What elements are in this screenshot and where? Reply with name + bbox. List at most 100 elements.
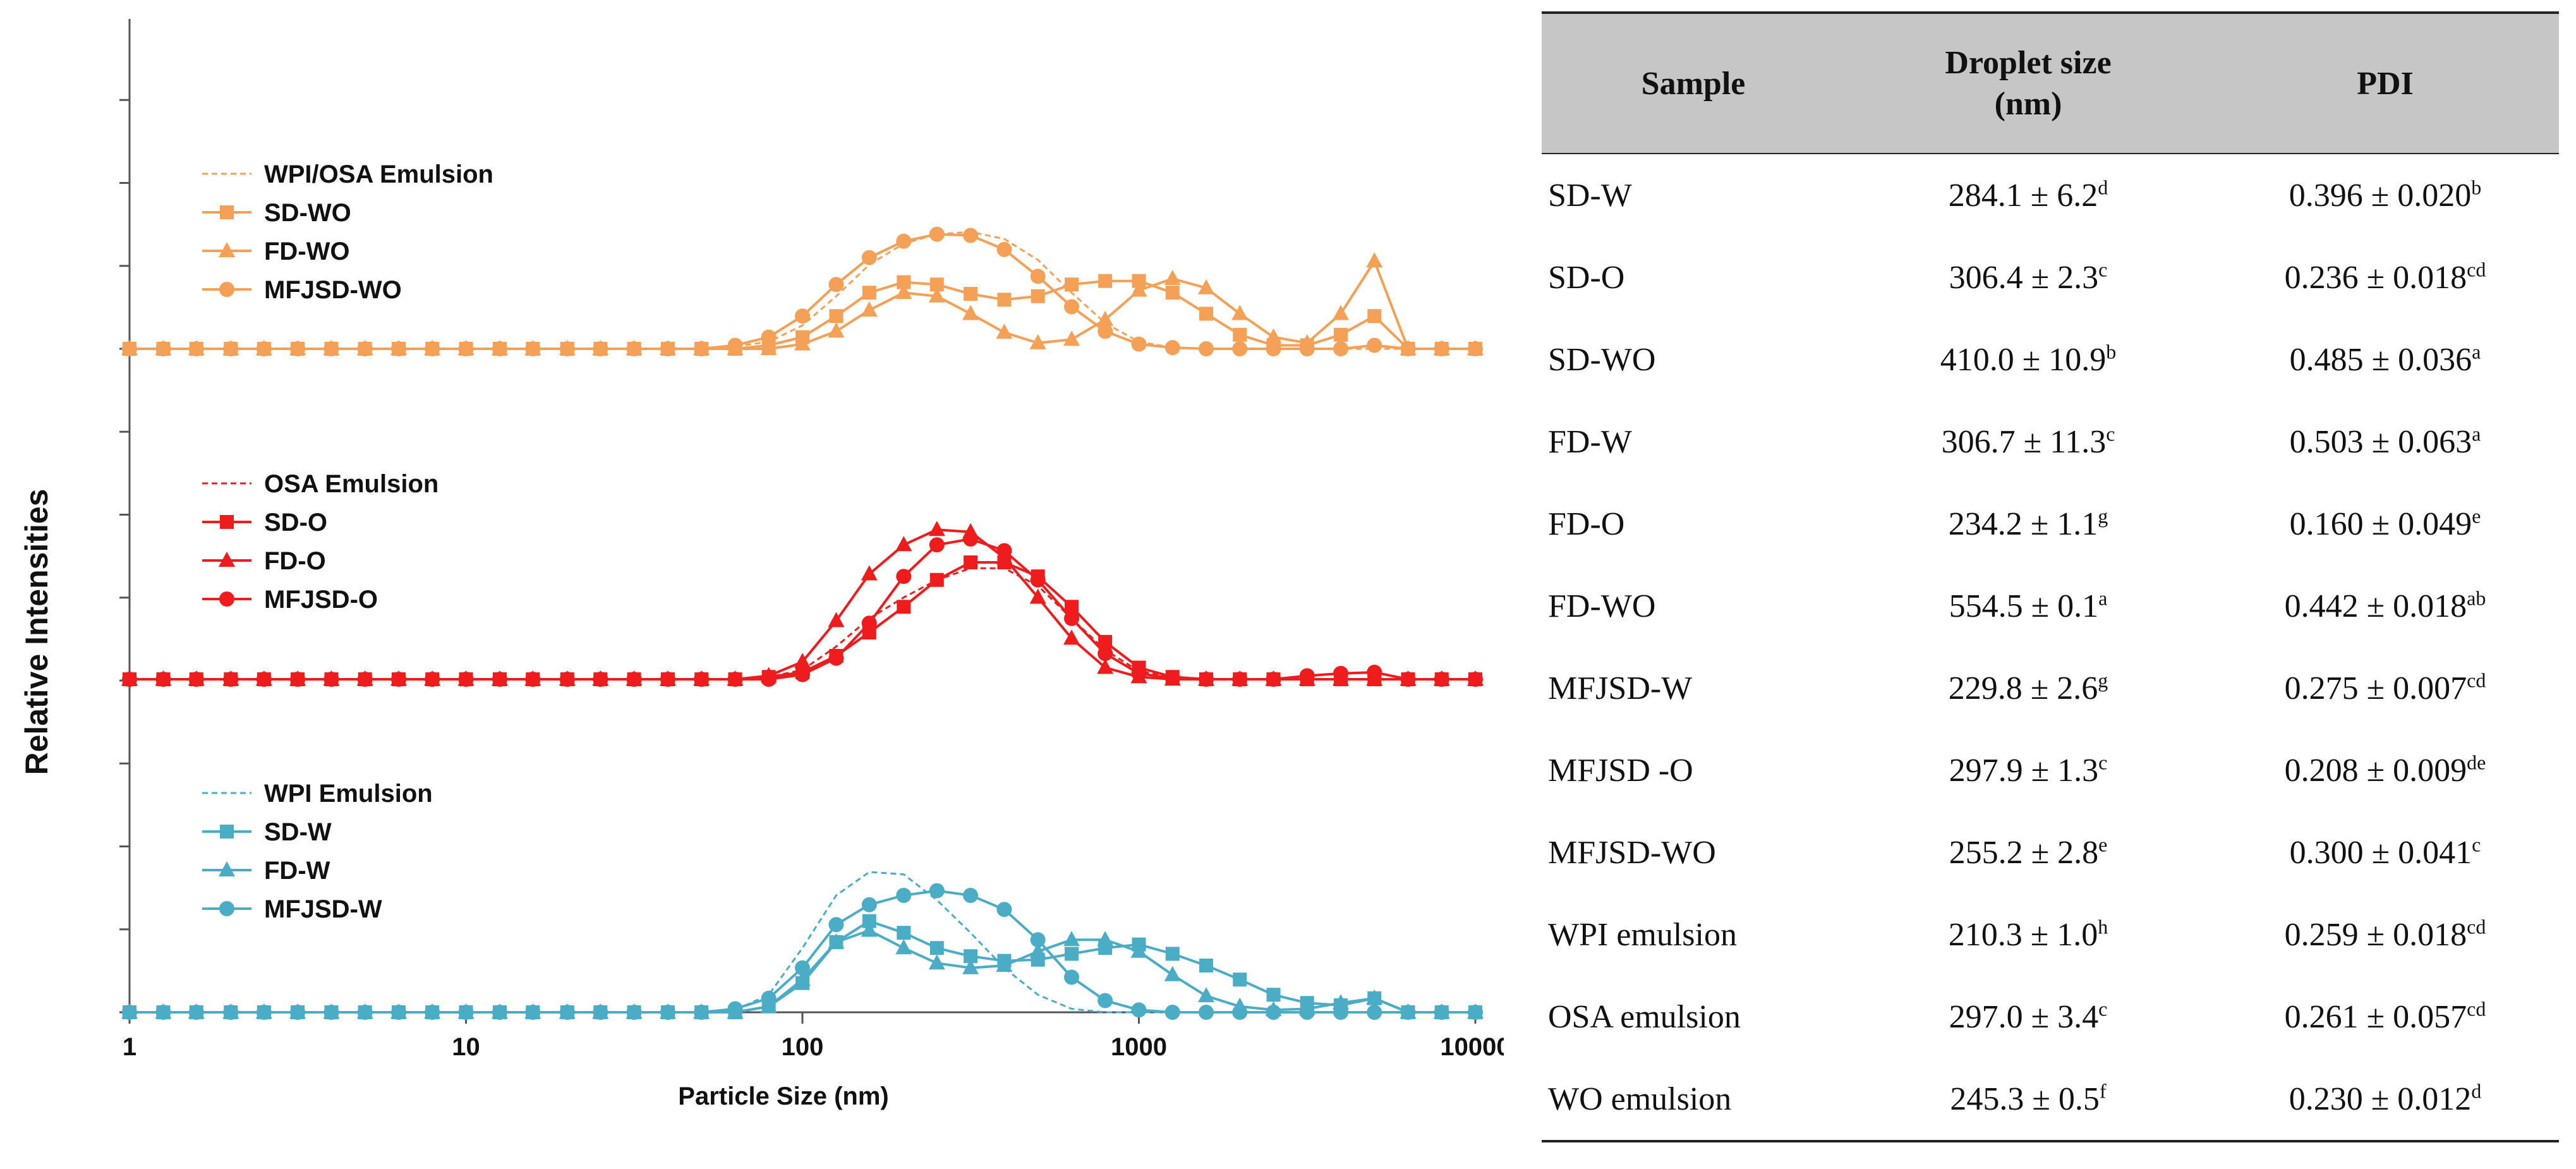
- legend-label: OSA Emulsion: [264, 470, 438, 498]
- triangle-marker: [1332, 994, 1349, 1010]
- legend-label: SD-O: [264, 509, 327, 536]
- cell-pdi-significance: ab: [2467, 586, 2486, 610]
- square-marker: [1031, 289, 1045, 303]
- circle-marker: [1299, 668, 1315, 684]
- table-body: SD-W 284.1 ± 6.2d 0.396 ± 0.020b SD-O 306.4 …: [1542, 154, 2559, 1141]
- circle-marker: [1098, 646, 1113, 662]
- circle-marker: [223, 672, 239, 687]
- triangle-marker: [861, 565, 878, 581]
- circle-marker: [458, 1005, 474, 1020]
- circle-marker: [155, 1005, 171, 1020]
- square-marker: [1266, 988, 1281, 1002]
- cell-pdi-significance: e: [2472, 504, 2481, 528]
- circle-marker: [1299, 1005, 1315, 1020]
- triangle-marker: [1097, 658, 1114, 674]
- cell-pdi-significance: de: [2467, 751, 2486, 774]
- triangle-marker: [895, 536, 912, 552]
- triangle-marker: [1198, 987, 1215, 1003]
- cell-pdi-significance: c: [2472, 833, 2481, 856]
- circle-marker: [1434, 341, 1449, 356]
- triangle-marker: [760, 340, 777, 355]
- triangle-marker: [962, 305, 979, 320]
- cell-pdi-significance: a: [2472, 422, 2481, 445]
- circle-marker: [1030, 572, 1046, 588]
- circle-marker: [1400, 1005, 1416, 1020]
- circle-marker: [1164, 670, 1180, 686]
- circle-marker: [929, 226, 945, 242]
- circle-marker: [391, 1005, 407, 1020]
- header-droplet-size-line2: (nm): [1994, 86, 2062, 122]
- circle-marker: [1131, 336, 1147, 352]
- cell-droplet-size-value: 229.8 ± 2.6: [1948, 670, 2098, 706]
- circle-marker: [694, 341, 710, 356]
- cell-droplet-size: 245.3 ± 0.5f: [1845, 1058, 2211, 1141]
- cell-droplet-size: 229.8 ± 2.6g: [1845, 647, 2211, 729]
- circle-marker: [626, 1005, 642, 1020]
- cell-sample: WO emulsion: [1542, 1058, 1845, 1141]
- cell-droplet-size: 210.3 ± 1.0h: [1845, 893, 2211, 976]
- circle-marker: [1064, 969, 1080, 985]
- table-row: MFJSD-WO 255.2 ± 2.8e 0.300 ± 0.041c: [1542, 811, 2559, 893]
- circle-marker: [761, 672, 777, 687]
- square-marker: [220, 515, 234, 529]
- x-axis-label: Particle Size (nm): [678, 1082, 888, 1110]
- header-pdi: PDI: [2357, 65, 2414, 102]
- cell-droplet-size-significance: d: [2098, 176, 2108, 199]
- cell-droplet-size-value: 284.1 ± 6.2: [1948, 177, 2098, 214]
- cell-droplet-size-value: 255.2 ± 2.8: [1949, 834, 2099, 871]
- circle-marker: [593, 1005, 608, 1020]
- cell-droplet-size-value: 306.7 ± 11.3: [1941, 423, 2107, 460]
- table-header-row: Sample Droplet size (nm) PDI: [1542, 13, 2559, 154]
- square-marker: [1065, 277, 1079, 292]
- circle-marker: [155, 341, 171, 356]
- triangle-marker: [828, 322, 845, 338]
- circle-marker: [761, 329, 777, 345]
- cell-droplet-size-significance: g: [2098, 504, 2108, 528]
- cell-pdi: 0.442 ± 0.018ab: [2211, 565, 2559, 647]
- cell-sample: FD-WO: [1542, 565, 1845, 647]
- circle-marker: [1400, 672, 1416, 687]
- triangle-marker: [219, 861, 235, 876]
- circle-marker: [256, 1005, 272, 1020]
- circle-marker: [660, 1005, 675, 1020]
- circle-marker: [492, 1005, 507, 1020]
- table-row: SD-O 306.4 ± 2.3c 0.236 ± 0.018cd: [1542, 236, 2559, 318]
- circle-marker: [1333, 1005, 1348, 1020]
- circle-marker: [458, 672, 474, 687]
- triangle-marker: [895, 939, 912, 955]
- triangle-marker: [1231, 305, 1249, 320]
- circle-marker: [593, 672, 608, 687]
- cell-sample-value: FD-WO: [1548, 588, 1656, 624]
- circle-marker: [795, 308, 810, 324]
- circle-marker: [391, 341, 407, 356]
- cell-pdi: 0.160 ± 0.049e: [2211, 483, 2559, 565]
- droplet-size-table: Sample Droplet size (nm) PDI SD-W 284.1 ±…: [1542, 11, 2559, 1142]
- circle-marker: [219, 282, 234, 297]
- triangle-marker: [996, 957, 1013, 972]
- triangle-marker: [1198, 279, 1215, 294]
- triangle-marker: [1366, 252, 1383, 268]
- cell-droplet-size: 284.1 ± 6.2d: [1845, 154, 2211, 236]
- circle-marker: [357, 1005, 373, 1020]
- circle-marker: [1232, 341, 1248, 356]
- circle-marker: [256, 341, 272, 356]
- circle-marker: [1367, 664, 1382, 680]
- cell-droplet-size-value: 306.4 ± 2.3: [1949, 259, 2099, 296]
- square-marker: [897, 275, 911, 289]
- circle-marker: [727, 1001, 743, 1017]
- square-marker: [929, 572, 944, 587]
- triangle-marker: [1097, 310, 1114, 326]
- cell-sample-value: OSA emulsion: [1548, 998, 1741, 1035]
- triangle-marker: [1265, 328, 1282, 344]
- circle-marker: [324, 672, 339, 687]
- circle-marker: [1098, 993, 1113, 1008]
- cell-pdi: 0.275 ± 0.007cd: [2211, 647, 2559, 729]
- cell-pdi: 0.259 ± 0.018cd: [2211, 893, 2559, 976]
- cell-sample: OSA emulsion: [1542, 976, 1845, 1058]
- cell-droplet-size-significance: g: [2098, 669, 2108, 692]
- circle-marker: [896, 569, 912, 584]
- circle-marker: [559, 341, 575, 356]
- circle-marker: [1064, 610, 1080, 626]
- cell-droplet-size-significance: c: [2106, 422, 2115, 445]
- square-marker: [829, 309, 844, 324]
